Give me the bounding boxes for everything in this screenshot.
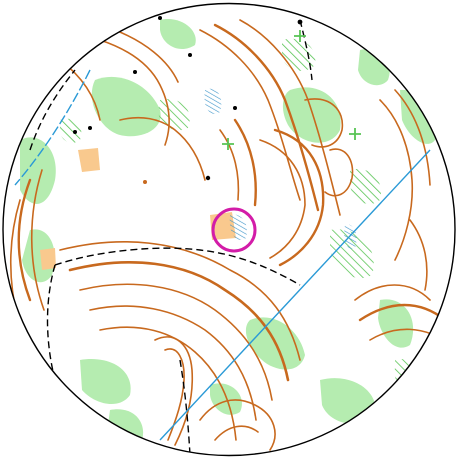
black-dashed-trails	[29, 19, 313, 456]
marsh-hatching	[204, 88, 357, 249]
black-dots	[73, 16, 303, 184]
green-crosses	[222, 30, 361, 150]
contour-lines	[9, 19, 451, 451]
blue-power-line	[14, 69, 431, 441]
control-circle[interactable]	[211, 207, 257, 253]
